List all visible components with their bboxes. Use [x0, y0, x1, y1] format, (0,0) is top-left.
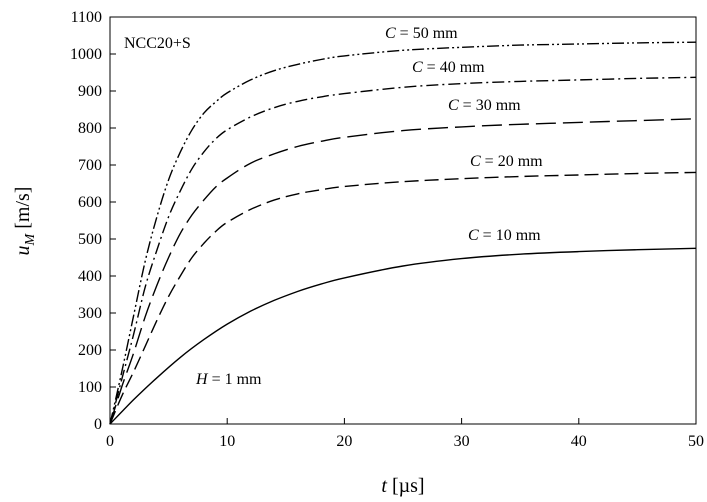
series-label-var: C — [448, 97, 459, 114]
y-tick-label: 1100 — [71, 9, 102, 26]
height-label: H = 1 mm — [195, 371, 262, 388]
series-line-4 — [109, 76, 697, 425]
series-line-2 — [109, 171, 697, 425]
series-label-4: C = 40 mm — [412, 59, 485, 76]
x-tick-label: 40 — [571, 433, 587, 450]
series-label-value: = 40 mm — [423, 59, 485, 76]
series-label-var: C — [470, 153, 481, 170]
x-tick-label: 50 — [688, 433, 704, 450]
y-tick-label: 0 — [94, 416, 102, 433]
series-line-1 — [109, 247, 697, 425]
x-axis: 0 10 20 30 40 50 — [106, 418, 704, 450]
series-lines — [109, 41, 697, 425]
plot-frame — [109, 16, 697, 425]
y-tick-label: 600 — [78, 194, 102, 211]
y-axis: 0 100 200 300 400 500 600 700 800 900 1000 1100 — [70, 9, 116, 433]
material-label: NCC20+S — [124, 35, 191, 52]
x-tick-label: 10 — [219, 433, 235, 450]
series-label-var: C — [385, 25, 396, 42]
y-tick-label: 300 — [78, 305, 102, 322]
y-tick-label: 900 — [78, 83, 102, 100]
series-label-1: C = 10 mm — [468, 227, 541, 244]
y-tick-label: 100 — [78, 379, 102, 396]
series-label-value: = 10 mm — [479, 227, 541, 244]
x-tick-label: 30 — [454, 433, 470, 450]
y-tick-label: 500 — [78, 231, 102, 248]
y-tick-label: 800 — [78, 120, 102, 137]
series-labels: C = 10 mmC = 20 mmC = 30 mmC = 40 mmC = … — [385, 25, 543, 244]
series-label-var: C — [468, 227, 479, 244]
series-line-3 — [109, 118, 697, 425]
y-tick-label: 400 — [78, 268, 102, 285]
y-axis-title: uM [m/s] — [12, 187, 38, 256]
x-tick-label: 20 — [336, 433, 352, 450]
series-label-value: = 50 mm — [396, 25, 458, 42]
series-label-5: C = 50 mm — [385, 25, 458, 42]
x-tick-label: 0 — [106, 433, 114, 450]
y-tick-label: 200 — [78, 342, 102, 359]
series-label-value: = 20 mm — [481, 153, 543, 170]
series-label-var: C — [412, 59, 423, 76]
series-label-value: = 30 mm — [459, 97, 521, 114]
x-axis-title: t [µs] — [381, 475, 424, 497]
series-label-3: C = 30 mm — [448, 97, 521, 114]
y-tick-label: 1000 — [70, 46, 102, 63]
y-tick-label: 700 — [78, 157, 102, 174]
series-label-2: C = 20 mm — [470, 153, 543, 170]
series-line-5 — [109, 41, 697, 425]
